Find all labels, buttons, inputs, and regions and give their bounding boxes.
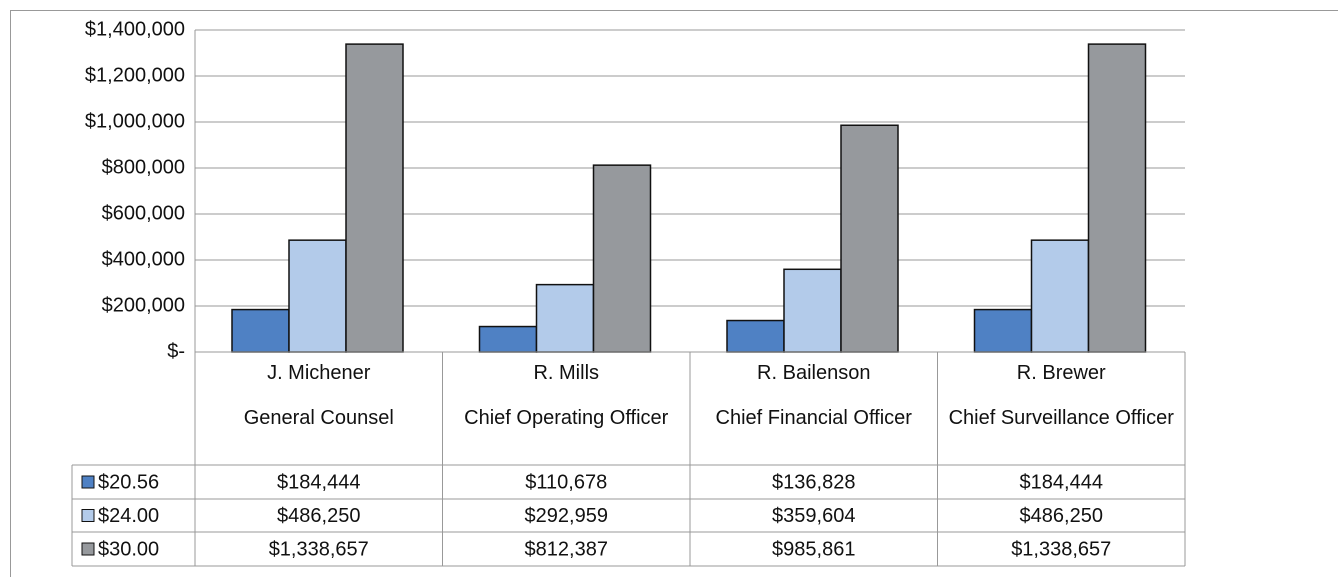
y-tick-label: $1,400,000 [85, 18, 185, 40]
bar [345, 43, 404, 353]
y-tick-label: $1,200,000 [85, 64, 185, 86]
bar [288, 239, 347, 353]
y-tick-label: $- [167, 340, 185, 362]
legend-label: $30.00 [98, 538, 159, 560]
table-value: $110,678 [525, 471, 607, 493]
bar [592, 164, 652, 353]
bar [1087, 43, 1147, 353]
table-value: $486,250 [277, 505, 360, 527]
legend-label: $20.56 [98, 471, 159, 493]
table-value: $184,444 [277, 471, 360, 493]
category-label: R. Mills [533, 362, 600, 384]
table-value: $136,828 [772, 471, 855, 493]
table-value: $486,250 [1020, 505, 1103, 527]
category-label: R. Bailenson [757, 362, 871, 384]
category-title: Chief Financial Officer [715, 407, 912, 429]
category-title: General Counsel [243, 407, 394, 429]
legend-swatch [81, 509, 95, 522]
y-tick-label: $200,000 [102, 294, 185, 316]
chart-border [10, 10, 1338, 577]
bar [973, 308, 1033, 353]
bar [1030, 239, 1090, 353]
y-tick-label: $400,000 [102, 248, 185, 270]
table-value: $985,861 [772, 538, 855, 560]
y-tick-label: $600,000 [102, 202, 185, 224]
category-label: R. Brewer [1016, 362, 1106, 384]
table-value: $1,338,657 [269, 538, 369, 560]
category-title: Chief Surveillance Officer [948, 407, 1174, 429]
y-tick-label: $1,000,000 [85, 110, 185, 132]
bar [840, 124, 899, 353]
bar [478, 325, 538, 353]
bar [535, 283, 595, 353]
bar [783, 268, 842, 353]
legend-label: $24.00 [98, 505, 159, 527]
category-label: J. Michener [267, 362, 371, 384]
table-value: $292,959 [525, 505, 608, 527]
bar [726, 319, 785, 353]
bar [231, 308, 290, 353]
legend-swatch [81, 475, 95, 489]
table-value: $1,338,657 [1011, 538, 1111, 560]
table-value: $812,387 [525, 538, 608, 560]
y-tick-label: $800,000 [102, 156, 185, 178]
category-title: Chief Operating Officer [464, 407, 669, 429]
table-value: $359,604 [772, 505, 855, 527]
legend-swatch [81, 542, 95, 556]
table-value: $184,444 [1020, 471, 1103, 493]
